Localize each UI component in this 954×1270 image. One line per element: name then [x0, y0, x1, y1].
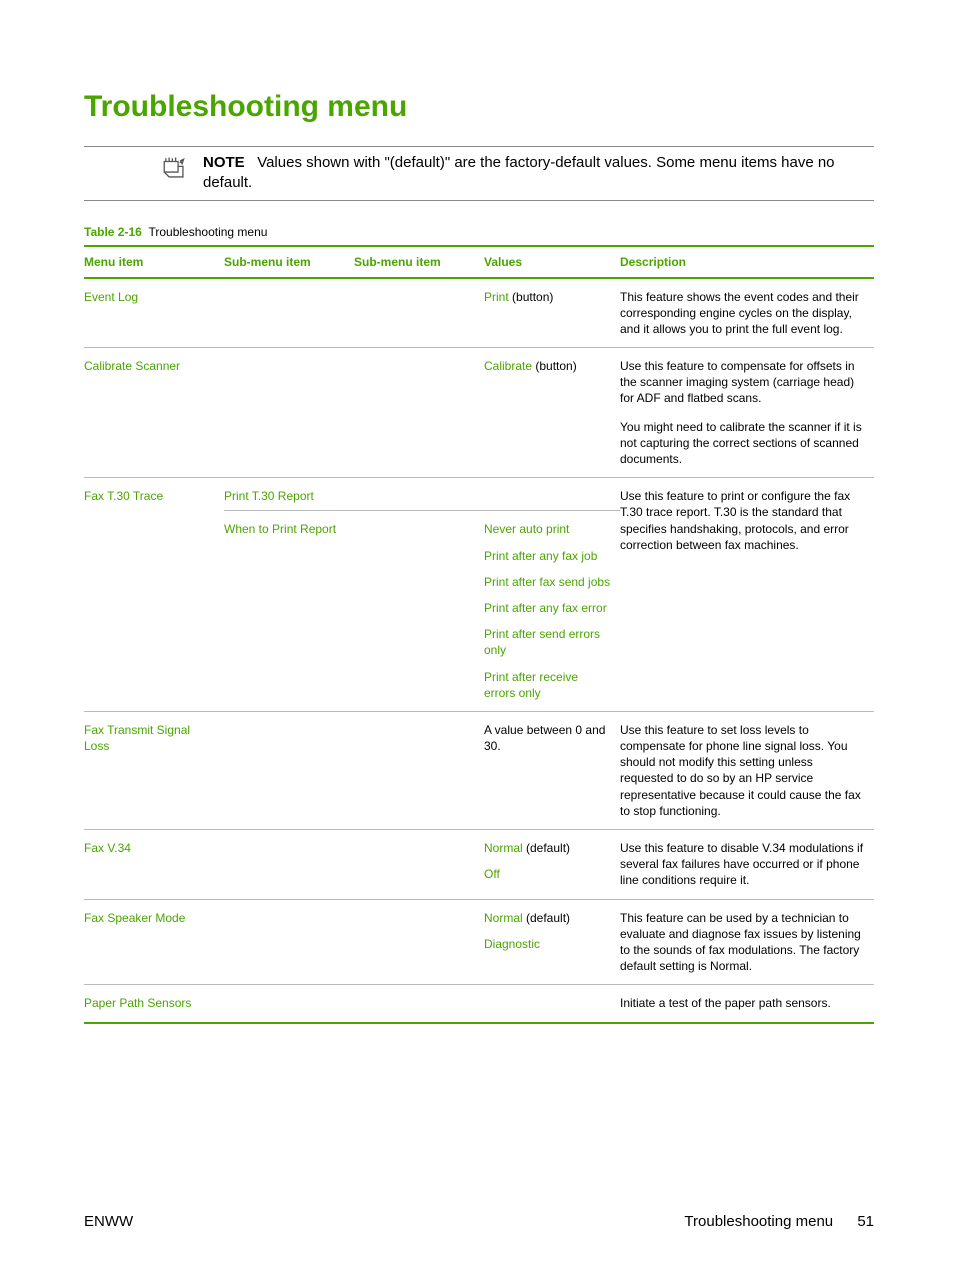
col-submenu-1: Sub-menu item: [224, 246, 354, 278]
page-title: Troubleshooting menu: [84, 90, 874, 124]
col-values: Values: [484, 246, 620, 278]
desc-fax-v34: Use this feature to disable V.34 modulat…: [620, 830, 874, 900]
row-paper-path: Paper Path Sensors Initiate a test of th…: [84, 985, 874, 1023]
val-speaker-diagnostic[interactable]: Diagnostic: [484, 936, 612, 952]
row-fax-signal-loss: Fax Transmit Signal Loss A value between…: [84, 711, 874, 829]
value-calibrate-button[interactable]: Calibrate: [484, 359, 532, 373]
value-suffix: (button): [532, 359, 577, 373]
desc-paper-path: Initiate a test of the paper path sensor…: [620, 985, 874, 1023]
value-suffix: (button): [509, 290, 554, 304]
note-block: NOTE Values shown with "(default)" are t…: [84, 146, 874, 201]
desc-event-log: This feature shows the event codes and t…: [620, 278, 874, 348]
desc-calibrate: Use this feature to compensate for offse…: [620, 348, 874, 478]
row-fax-v34: Fax V.34 Normal (default) Off Use this f…: [84, 830, 874, 900]
footer-left: ENWW: [84, 1213, 133, 1230]
menu-fax-speaker[interactable]: Fax Speaker Mode: [84, 911, 185, 925]
menu-fax-t30[interactable]: Fax T.30 Trace: [84, 489, 163, 503]
val-never-auto-print[interactable]: Never auto print: [484, 521, 612, 537]
values-fax-t30: Never auto print Print after any fax job…: [484, 511, 620, 712]
note-label: NOTE: [203, 154, 245, 171]
note-text: NOTE Values shown with "(default)" are t…: [187, 153, 874, 194]
menu-fax-signal-loss[interactable]: Fax Transmit Signal Loss: [84, 723, 190, 753]
values-fax-speaker: Normal (default) Diagnostic: [484, 899, 620, 985]
footer-page-number: 51: [857, 1213, 874, 1230]
desc-fax-t30: Use this feature to print or configure t…: [620, 478, 874, 712]
caption-number: Table 2-16: [84, 225, 142, 239]
desc-fax-loss: Use this feature to set loss levels to c…: [620, 711, 874, 829]
val-after-receive-errors[interactable]: Print after receive errors only: [484, 669, 612, 701]
table-caption: Table 2-16 Troubleshooting menu: [84, 225, 874, 239]
row-fax-t30-a: Fax T.30 Trace Print T.30 Report Use thi…: [84, 478, 874, 511]
row-fax-speaker: Fax Speaker Mode Normal (default) Diagno…: [84, 899, 874, 985]
val-v34-normal[interactable]: Normal: [484, 841, 523, 855]
row-calibrate-scanner: Calibrate Scanner Calibrate (button) Use…: [84, 348, 874, 478]
caption-text: Troubleshooting menu: [148, 225, 267, 239]
menu-event-log[interactable]: Event Log: [84, 290, 138, 304]
val-after-any-fax-job[interactable]: Print after any fax job: [484, 548, 612, 564]
page-footer: ENWW Troubleshooting menu 51: [84, 1213, 874, 1230]
col-submenu-2: Sub-menu item: [354, 246, 484, 278]
value-print-button[interactable]: Print: [484, 290, 509, 304]
val-speaker-normal[interactable]: Normal: [484, 911, 523, 925]
note-icon: [161, 155, 187, 186]
val-after-fax-send-jobs[interactable]: Print after fax send jobs: [484, 574, 612, 590]
row-event-log: Event Log Print (button) This feature sh…: [84, 278, 874, 348]
val-after-send-errors[interactable]: Print after send errors only: [484, 626, 612, 658]
val-v34-off[interactable]: Off: [484, 866, 612, 882]
note-body: Values shown with "(default)" are the fa…: [203, 154, 835, 191]
col-menu-item: Menu item: [84, 246, 224, 278]
submenu-print-t30[interactable]: Print T.30 Report: [224, 489, 314, 503]
menu-paper-path[interactable]: Paper Path Sensors: [84, 996, 191, 1010]
troubleshooting-table: Menu item Sub-menu item Sub-menu item Va…: [84, 245, 874, 1024]
col-description: Description: [620, 246, 874, 278]
submenu-when-to-print[interactable]: When to Print Report: [224, 522, 336, 536]
val-after-any-fax-error[interactable]: Print after any fax error: [484, 600, 612, 616]
menu-fax-v34[interactable]: Fax V.34: [84, 841, 131, 855]
desc-fax-speaker: This feature can be used by a technician…: [620, 899, 874, 985]
value-fax-loss: A value between 0 and 30.: [484, 711, 620, 829]
footer-section: Troubleshooting menu: [684, 1213, 833, 1230]
values-fax-v34: Normal (default) Off: [484, 830, 620, 900]
menu-calibrate-scanner[interactable]: Calibrate Scanner: [84, 359, 180, 373]
